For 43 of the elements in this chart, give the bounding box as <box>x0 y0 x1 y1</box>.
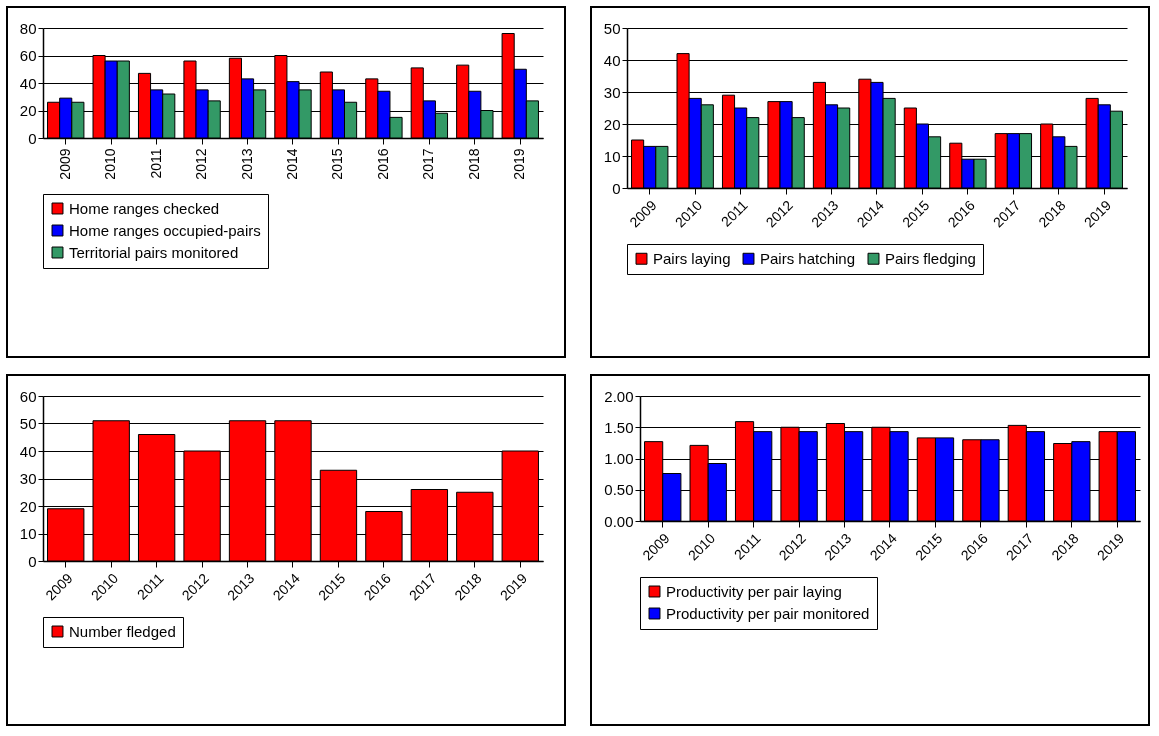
y-tick-label: 80 <box>19 19 37 37</box>
x-tick-label: 2019 <box>511 148 528 180</box>
x-tick-label: 2016 <box>374 148 391 180</box>
legend-label: Pairs fledging <box>885 249 976 267</box>
y-tick-label: 40 <box>19 442 37 460</box>
y-tick-label: 0 <box>612 179 621 197</box>
y-tick-label: 60 <box>19 387 37 405</box>
y-tick-label: 50 <box>19 415 37 432</box>
y-tick-label: 0.00 <box>604 512 634 530</box>
x-tick-label: 2014 <box>284 148 300 180</box>
y-tick-label: 1.00 <box>604 450 634 467</box>
y-tick-label: 20 <box>19 497 37 515</box>
x-tick-label: 2015 <box>329 148 346 180</box>
y-tick-label: 0 <box>28 552 37 570</box>
y-tick-label: 20 <box>603 115 621 133</box>
y-tick-label: 50 <box>603 19 621 37</box>
y-tick-label: 30 <box>603 83 621 101</box>
y-tick-label: 30 <box>19 470 37 487</box>
legend-label: Home ranges occupied-pairs <box>69 221 261 239</box>
x-tick-label: 2018 <box>465 148 482 180</box>
y-tick-label: 0.50 <box>604 481 634 499</box>
y-tick-label: 40 <box>603 51 621 69</box>
x-tick-label: 2009 <box>56 148 73 180</box>
y-tick-label: 10 <box>603 147 621 165</box>
legend-label: Pairs laying <box>653 249 731 267</box>
y-tick-label: 40 <box>19 74 37 92</box>
y-tick-label: 20 <box>19 102 37 119</box>
x-tick-label: 2010 <box>102 148 119 180</box>
legend-label: Home ranges checked <box>69 199 220 217</box>
x-tick-label: 2013 <box>238 148 255 180</box>
legend-label: Pairs hatching <box>760 249 856 267</box>
y-tick-label: 60 <box>19 47 37 64</box>
y-tick-label: 2.00 <box>604 387 634 405</box>
x-tick-label: 2017 <box>420 148 437 180</box>
x-tick-label: 2012 <box>193 148 210 180</box>
y-tick-label: 0 <box>28 129 37 147</box>
x-tick-label: 2011 <box>147 148 164 179</box>
legend-label: Productivity per pair laying <box>666 582 842 600</box>
y-tick-label: 10 <box>19 525 37 542</box>
y-tick-label: 1.50 <box>604 418 634 436</box>
legend-label: Productivity per pair monitored <box>666 604 870 622</box>
legend-label: Territorial pairs monitored <box>69 243 239 261</box>
legend-label: Number fledged <box>69 622 176 640</box>
